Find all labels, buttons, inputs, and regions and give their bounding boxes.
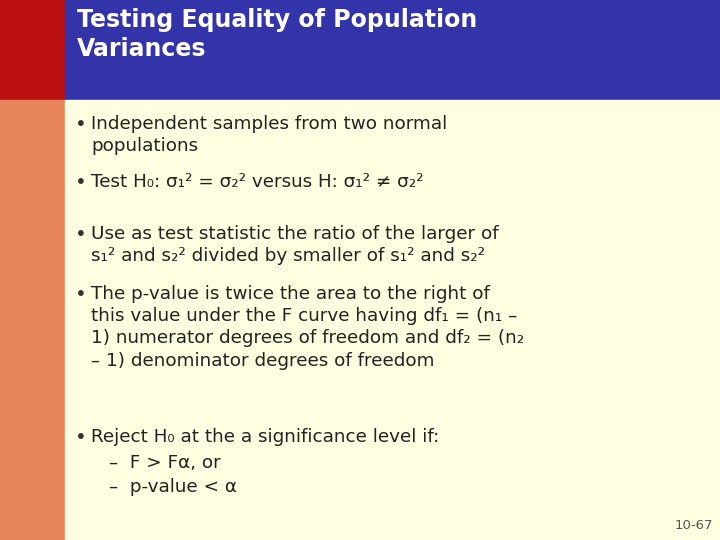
- Bar: [0, 100, 65, 540]
- Text: 10-67: 10-67: [675, 519, 713, 532]
- Text: Independent samples from two normal
populations: Independent samples from two normal popu…: [91, 115, 447, 155]
- Text: •: •: [75, 428, 86, 447]
- Text: Use as test statistic the ratio of the larger of
s₁² and s₂² divided by smaller : Use as test statistic the ratio of the l…: [91, 225, 499, 265]
- Text: Test H₀: σ₁² = σ₂² versus H⁡: σ₁² ≠ σ₂²: Test H₀: σ₁² = σ₂² versus H⁡: σ₁² ≠ σ₂²: [91, 173, 423, 191]
- Text: •: •: [75, 115, 86, 134]
- Text: Testing Equality of Population
Variances: Testing Equality of Population Variances: [77, 8, 477, 60]
- Text: •: •: [75, 285, 86, 304]
- Bar: [65, 100, 720, 540]
- Bar: [65, 0, 720, 100]
- Text: •: •: [75, 173, 86, 192]
- Text: The p-value is twice the area to the right of
this value under the F curve havin: The p-value is twice the area to the rig…: [91, 285, 524, 369]
- Text: –  p-value < α: – p-value < α: [109, 478, 237, 496]
- Text: •: •: [75, 225, 86, 244]
- Text: –  F > Fα, or: – F > Fα, or: [109, 454, 221, 472]
- Text: Reject H₀ at the a significance level if:: Reject H₀ at the a significance level if…: [91, 428, 439, 446]
- Bar: [0, 0, 65, 100]
